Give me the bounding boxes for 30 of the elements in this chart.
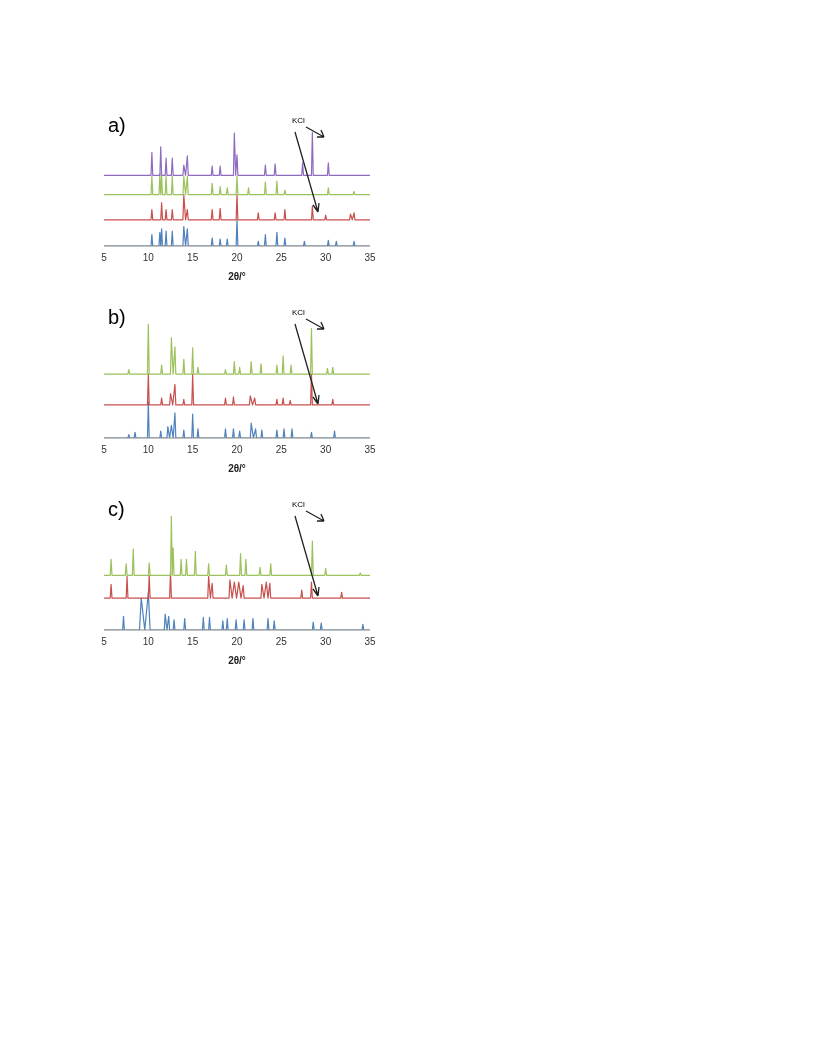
text: KCl (292, 116, 305, 125)
x-tick-label: 20 (231, 444, 243, 456)
x-tick-label: 10 (142, 444, 155, 456)
x-tick-label: 10 (142, 252, 155, 264)
x-tick-label: 10 (142, 636, 155, 648)
x-tick-label: 35 (364, 444, 376, 456)
x-tick-label: 20 (231, 252, 243, 264)
x-tick-label: 5 (101, 636, 108, 648)
chart-title: a) (108, 114, 126, 137)
x-tick-label: 30 (320, 252, 332, 264)
x-axis-title: 2θ/° (228, 655, 246, 666)
x-tick-label: 15 (187, 252, 199, 264)
x-tick-label: 25 (275, 636, 288, 648)
x-axis-title: 2θ/° (228, 463, 246, 474)
text: KCl (292, 500, 305, 509)
text: KCl (292, 308, 305, 317)
x-tick-label: 35 (364, 252, 376, 264)
x-tick-label: 15 (187, 444, 199, 456)
x-tick-label: 35 (364, 636, 376, 648)
x-tick-label: 15 (187, 636, 199, 648)
x-tick-label: 20 (231, 636, 243, 648)
chart-title: c) (108, 498, 125, 521)
chart-title: b) (108, 306, 126, 329)
x-tick-label: 5 (101, 444, 108, 456)
x-tick-label: 25 (275, 252, 288, 264)
x-tick-label: 30 (320, 444, 332, 456)
x-axis-title: 2θ/° (228, 271, 246, 282)
x-tick-label: 30 (320, 636, 332, 648)
x-tick-label: 25 (275, 444, 288, 456)
x-tick-label: 5 (101, 252, 108, 264)
